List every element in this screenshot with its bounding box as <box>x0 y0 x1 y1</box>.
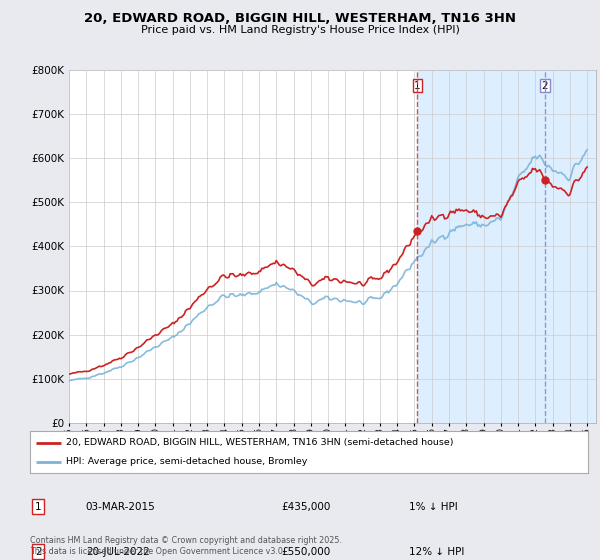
Text: 2: 2 <box>35 547 41 557</box>
Text: 03-MAR-2015: 03-MAR-2015 <box>86 502 155 512</box>
Text: 1: 1 <box>35 502 41 512</box>
Text: £435,000: £435,000 <box>281 502 331 512</box>
Text: 20-JUL-2022: 20-JUL-2022 <box>86 547 149 557</box>
Text: 20, EDWARD ROAD, BIGGIN HILL, WESTERHAM, TN16 3HN (semi-detached house): 20, EDWARD ROAD, BIGGIN HILL, WESTERHAM,… <box>66 438 454 447</box>
Text: 1% ↓ HPI: 1% ↓ HPI <box>409 502 458 512</box>
Text: 12% ↓ HPI: 12% ↓ HPI <box>409 547 465 557</box>
Text: Contains HM Land Registry data © Crown copyright and database right 2025.
This d: Contains HM Land Registry data © Crown c… <box>30 536 342 556</box>
Text: 1: 1 <box>414 81 421 91</box>
Text: HPI: Average price, semi-detached house, Bromley: HPI: Average price, semi-detached house,… <box>66 458 308 466</box>
Text: £550,000: £550,000 <box>281 547 331 557</box>
Text: 20, EDWARD ROAD, BIGGIN HILL, WESTERHAM, TN16 3HN: 20, EDWARD ROAD, BIGGIN HILL, WESTERHAM,… <box>84 12 516 25</box>
Bar <box>418 70 596 423</box>
Text: 2: 2 <box>541 81 548 91</box>
Text: Price paid vs. HM Land Registry's House Price Index (HPI): Price paid vs. HM Land Registry's House … <box>140 25 460 35</box>
